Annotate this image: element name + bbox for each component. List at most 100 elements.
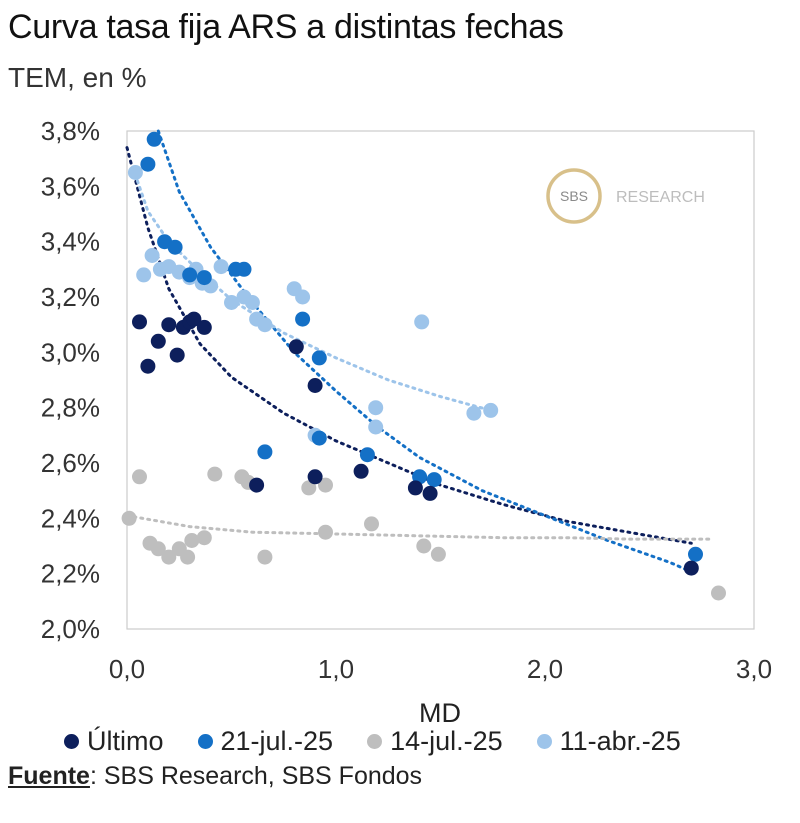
y-tick-label: 3,0% (41, 337, 100, 367)
plot-frame (126, 130, 755, 630)
data-point (295, 289, 311, 305)
legend-item: 11-abr.-25 (536, 726, 681, 757)
data-point (213, 259, 229, 275)
x-tick-label: 0,0 (109, 654, 145, 684)
data-point (180, 549, 196, 565)
data-point (150, 541, 166, 557)
source-label: Fuente (8, 762, 90, 790)
data-point (353, 463, 369, 479)
data-point (368, 419, 384, 435)
x-tick-label: 3,0 (736, 654, 772, 684)
data-point (683, 560, 699, 576)
watermark: SBS RESEARCH (546, 168, 705, 224)
data-point (430, 546, 446, 562)
data-point (249, 477, 265, 493)
data-point (318, 524, 333, 540)
source-text: : SBS Research, SBS Fondos (89, 762, 423, 790)
data-point (169, 347, 185, 363)
data-point (182, 267, 198, 283)
legend-item: 14-jul.-25 (367, 726, 503, 757)
y-tick-label: 3,2% (41, 282, 100, 312)
y-tick-label: 3,8% (41, 116, 100, 146)
watermark-logo-icon (546, 168, 602, 224)
legend-item: Último (64, 726, 164, 757)
x-axis-label: MD (419, 698, 461, 728)
legend-label: 21-jul.-25 (220, 726, 334, 756)
trendline (125, 146, 693, 545)
watermark-text: RESEARCH (616, 189, 705, 206)
data-point (186, 311, 202, 327)
legend-marker-icon (197, 734, 213, 749)
data-point (136, 267, 152, 283)
trendline (125, 514, 714, 541)
data-point (196, 319, 212, 335)
data-point (422, 485, 438, 501)
data-point (244, 295, 260, 310)
legend: Último 21-jul.-25 14-jul.-25 11-abr.-25 (64, 726, 681, 757)
data-point (301, 480, 317, 496)
data-point (132, 469, 147, 485)
data-point (196, 270, 212, 286)
y-tick-label: 2,4% (41, 503, 100, 533)
data-point (196, 530, 212, 546)
y-tick-label: 2,6% (41, 448, 100, 478)
data-point (257, 444, 273, 460)
chart-subtitle: TEM, en % (8, 62, 147, 93)
data-point (688, 546, 703, 562)
chart-title: Curva tasa fija ARS a distintas fechas (8, 8, 564, 46)
data-point (318, 477, 333, 493)
data-point (150, 333, 166, 349)
y-tick-label: 2,2% (41, 559, 100, 589)
data-point (257, 317, 273, 333)
data-point (207, 466, 223, 482)
y-tick-label: 3,4% (41, 227, 100, 257)
watermark-logo-text: SBS (560, 188, 588, 204)
y-tick-label: 2,0% (41, 614, 100, 644)
trendline (156, 129, 697, 576)
trendline (135, 179, 493, 412)
data-point (359, 447, 375, 463)
data-point (307, 469, 323, 485)
data-point (711, 585, 726, 601)
data-point (144, 248, 160, 263)
x-tick-label: 2,0 (527, 654, 563, 684)
data-point (483, 402, 499, 418)
data-point (426, 472, 442, 488)
legend-label: 11-abr.-25 (559, 726, 681, 756)
data-point (146, 131, 162, 147)
data-point (368, 400, 384, 416)
data-point (288, 339, 304, 355)
legend-marker-icon (536, 734, 552, 749)
data-point (295, 311, 311, 327)
legend-item: 21-jul.-25 (197, 726, 334, 757)
data-point (127, 165, 143, 180)
data-point (364, 516, 379, 532)
data-point (121, 510, 137, 526)
data-point (132, 314, 147, 330)
y-tick-label: 3,6% (41, 171, 100, 201)
data-point (466, 405, 482, 421)
legend-label: 14-jul.-25 (390, 726, 503, 756)
legend-marker-icon (367, 734, 383, 749)
data-point (140, 156, 156, 172)
data-point (257, 549, 273, 565)
data-point (236, 261, 252, 277)
data-point (416, 538, 432, 554)
y-tick-label: 2,8% (41, 393, 100, 423)
data-point (311, 430, 327, 446)
data-point (307, 378, 323, 393)
data-point (161, 317, 177, 333)
data-point (414, 314, 430, 330)
data-point (167, 239, 183, 255)
x-tick-label: 1,0 (318, 654, 354, 684)
data-point (161, 549, 177, 565)
data-point (224, 295, 239, 310)
data-point (407, 480, 423, 496)
data-point (311, 350, 327, 366)
legend-marker-icon (64, 734, 79, 749)
data-point (184, 533, 200, 548)
data-point (140, 358, 156, 374)
source-note: Fuente: SBS Research, SBS Fondos (8, 762, 422, 791)
legend-label: Último (87, 726, 164, 756)
